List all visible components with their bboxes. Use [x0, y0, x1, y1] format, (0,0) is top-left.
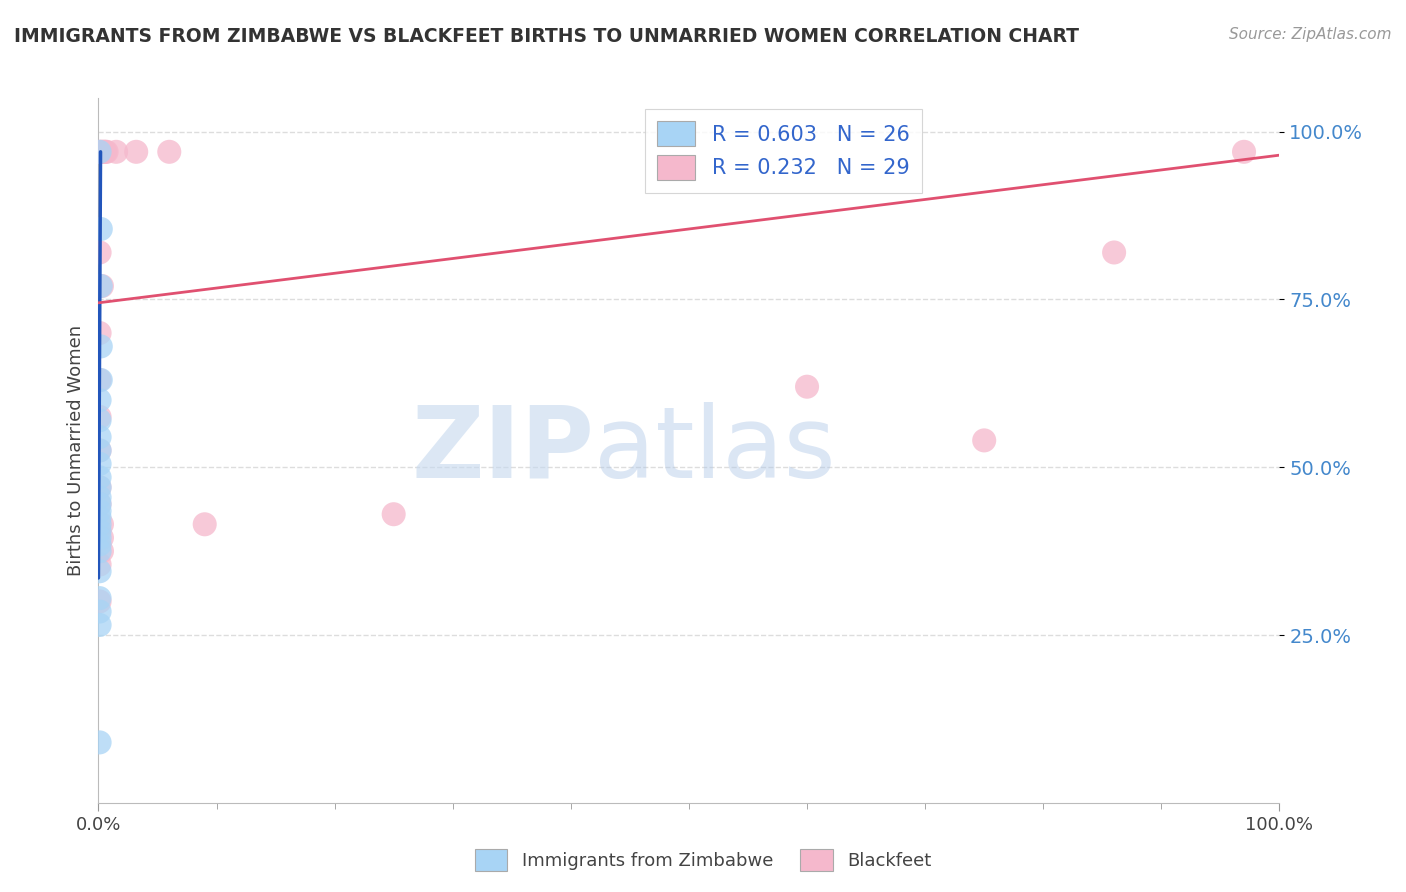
Point: [89, 145, 111, 159]
Text: ZIP: ZIP: [412, 402, 595, 499]
Point: [89, 480, 111, 494]
Point: [89, 594, 111, 608]
Text: atlas: atlas: [595, 402, 837, 499]
Point: [89, 558, 111, 572]
Point: [89, 443, 111, 458]
Point: [89, 491, 111, 505]
Point: [89, 245, 111, 260]
Point: [1102, 245, 1125, 260]
Point: [105, 145, 128, 159]
Point: [89, 504, 111, 518]
Text: IMMIGRANTS FROM ZIMBABWE VS BLACKFEET BIRTHS TO UNMARRIED WOMEN CORRELATION CHAR: IMMIGRANTS FROM ZIMBABWE VS BLACKFEET BI…: [14, 27, 1078, 45]
Point: [89, 531, 111, 545]
Point: [89, 326, 111, 340]
Point: [96, 145, 118, 159]
Point: [89, 497, 111, 511]
Point: [89, 145, 111, 159]
Point: [89, 443, 111, 458]
Point: [89, 510, 111, 524]
Point: [90, 145, 112, 159]
Point: [91, 531, 114, 545]
Point: [91, 145, 114, 159]
Point: [89, 537, 111, 551]
Point: [91, 544, 114, 558]
Point: [93, 145, 115, 159]
Point: [194, 517, 217, 532]
Point: [382, 507, 405, 521]
Point: [89, 413, 111, 427]
Point: [1233, 145, 1256, 159]
Point: [157, 145, 180, 159]
Point: [125, 145, 148, 159]
Point: [90, 339, 112, 353]
Point: [89, 564, 111, 578]
Legend: Immigrants from Zimbabwe, Blackfeet: Immigrants from Zimbabwe, Blackfeet: [467, 842, 939, 879]
Y-axis label: Births to Unmarried Women: Births to Unmarried Women: [66, 325, 84, 576]
Point: [91, 145, 114, 159]
Point: [89, 618, 111, 632]
Point: [89, 497, 111, 511]
Point: [89, 430, 111, 444]
Point: [94, 145, 117, 159]
Legend: R = 0.603   N = 26, R = 0.232   N = 29: R = 0.603 N = 26, R = 0.232 N = 29: [645, 109, 922, 193]
Text: Source: ZipAtlas.com: Source: ZipAtlas.com: [1229, 27, 1392, 42]
Point: [89, 470, 111, 484]
Point: [89, 591, 111, 606]
Point: [90, 373, 112, 387]
Point: [89, 409, 111, 424]
Point: [796, 380, 818, 394]
Point: [91, 279, 114, 293]
Point: [89, 480, 111, 494]
Point: [91, 517, 114, 532]
Point: [89, 524, 111, 538]
Point: [90, 279, 112, 293]
Point: [89, 457, 111, 471]
Point: [89, 544, 111, 558]
Point: [89, 605, 111, 619]
Point: [89, 393, 111, 408]
Point: [89, 735, 111, 749]
Point: [89, 373, 111, 387]
Point: [973, 434, 995, 448]
Point: [90, 222, 112, 236]
Point: [89, 517, 111, 532]
